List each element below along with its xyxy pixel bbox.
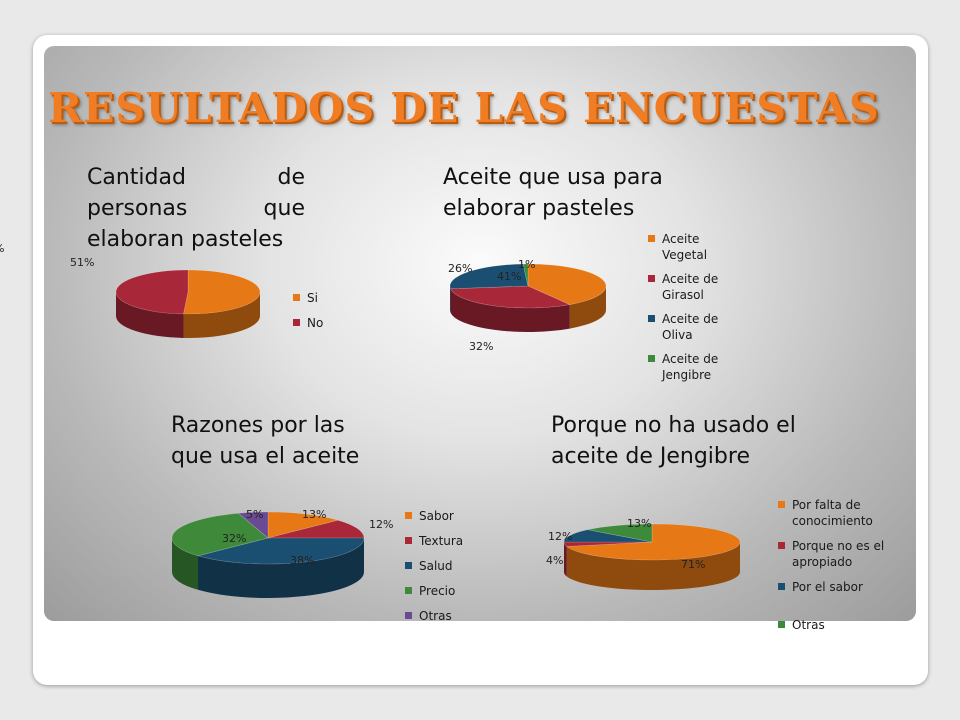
- legend-swatch: [648, 355, 655, 362]
- chart-1-title: Cantidad de personas que elaboran pastel…: [87, 165, 305, 252]
- legend-label: Precio: [419, 584, 456, 598]
- slide-title: RESULTADOS DE LAS ENCUESTAS: [48, 84, 880, 132]
- pie-data-label: 1%: [518, 258, 535, 271]
- legend-swatch: [405, 562, 412, 569]
- pie-data-label: 12%: [548, 530, 572, 543]
- pie-data-label: 41%: [497, 270, 521, 283]
- legend-swatch: [405, 587, 412, 594]
- chart-4-pie: 71% 4% 12% 13%: [546, 517, 741, 590]
- pie-data-label: 32%: [469, 340, 493, 353]
- legend-item: Aceite Vegetal: [648, 231, 748, 263]
- pie-slice-side: [569, 286, 606, 329]
- pie-data-label: 5%: [246, 508, 263, 521]
- pie-data-label: 49%: [0, 242, 4, 255]
- pie-slice: [115, 269, 189, 315]
- pie-slice: [527, 263, 607, 305]
- legend-item: Otras: [405, 608, 463, 624]
- pie-slice: [450, 285, 571, 309]
- pie-data-label: 38%: [290, 554, 314, 567]
- legend-swatch: [778, 583, 785, 590]
- pie-slice-side: [450, 288, 570, 332]
- pie-data-label: 32%: [222, 532, 246, 545]
- chart-2-pie: 41% 32% 26% 1%: [448, 258, 607, 353]
- pie-data-label: 13%: [627, 517, 651, 530]
- legend-swatch: [648, 235, 655, 242]
- pie-slice: [171, 512, 269, 557]
- pie-slice: [196, 537, 365, 565]
- legend-label: Porque no es el apropiado: [792, 539, 885, 569]
- legend-item: Aceite de Jengibre: [648, 351, 748, 383]
- legend-label: Por falta de conocimiento: [792, 498, 873, 528]
- pie-slice: [183, 269, 261, 315]
- legend-item: Textura: [405, 533, 463, 549]
- legend-item: Precio: [405, 583, 463, 599]
- pie-slice: [565, 523, 741, 561]
- legend-item: Porque no es el apropiado: [778, 538, 908, 570]
- chart-3-pie: 13% 12% 38% 32%5%: [171, 508, 393, 598]
- legend-swatch: [778, 501, 785, 508]
- pie-slice: [449, 263, 529, 290]
- pie-data-label: 4%: [546, 554, 563, 567]
- legend-item: Por el sabor: [778, 579, 908, 595]
- legend-label: Si: [307, 291, 318, 305]
- legend-label: Aceite de Jengibre: [662, 352, 719, 382]
- pie-slice-side: [566, 542, 740, 590]
- chart-4-legend: Por falta de conocimiento Porque no es el…: [778, 497, 908, 642]
- pie-slice: [587, 523, 653, 543]
- legend-item: No: [293, 315, 323, 331]
- legend-swatch: [293, 319, 300, 326]
- pie-slice: [267, 519, 365, 539]
- pie-data-label: 13%: [302, 508, 326, 521]
- legend-item: Otras: [778, 617, 908, 633]
- pie-slice: [522, 263, 529, 287]
- pie-slice-side: [450, 286, 451, 313]
- legend-label: Salud: [419, 559, 453, 573]
- legend-label: Sabor: [419, 509, 454, 523]
- pie-slice: [237, 511, 269, 539]
- legend-label: Aceite Vegetal: [662, 232, 708, 262]
- legend-label: Aceite de Oliva: [662, 312, 719, 342]
- chart-2-title: Aceite que usa para elaborar pasteles: [443, 165, 663, 221]
- legend-label: Aceite de Girasol: [662, 272, 719, 302]
- pie-data-label: 51%: [70, 256, 94, 269]
- legend-item: Aceite de Girasol: [648, 271, 748, 303]
- pie-slice-side: [198, 538, 364, 598]
- chart-1-pie: 51% 49%: [0, 242, 261, 338]
- legend-swatch: [778, 621, 785, 628]
- pie-slice: [563, 529, 653, 543]
- legend-swatch: [293, 294, 300, 301]
- pie-data-label: 26%: [448, 262, 472, 275]
- legend-swatch: [778, 542, 785, 549]
- pie-slice-side: [183, 292, 260, 338]
- chart-4-title: Porque no ha usado el aceite de Jengibre: [551, 413, 796, 469]
- pie-slice: [563, 541, 653, 547]
- pie-data-label: 71%: [681, 558, 705, 571]
- legend-swatch: [405, 537, 412, 544]
- legend-swatch: [648, 275, 655, 282]
- pie-slice-side: [564, 542, 567, 577]
- pie-slice-side: [116, 292, 184, 338]
- pie-slice: [267, 511, 340, 539]
- legend-item: Por falta de conocimiento: [778, 497, 908, 529]
- legend-swatch: [405, 612, 412, 619]
- legend-label: No: [307, 316, 324, 330]
- legend-label: Textura: [419, 534, 464, 548]
- pie-data-label: 12%: [369, 518, 393, 531]
- chart-3-legend: Sabor Textura Salud Precio Otras: [405, 508, 463, 633]
- legend-swatch: [405, 512, 412, 519]
- legend-item: Salud: [405, 558, 463, 574]
- legend-item: Aceite de Oliva: [648, 311, 748, 343]
- chart-2-legend: Aceite Vegetal Aceite de Girasol Aceite de…: [648, 231, 748, 391]
- legend-item: Sabor: [405, 508, 463, 524]
- chart-3-title: Razones por las que usa el aceite: [171, 413, 360, 469]
- legend-label: Otras: [419, 609, 452, 623]
- legend-item: Si: [293, 290, 323, 306]
- chart-1-legend: Si No: [293, 290, 323, 340]
- legend-swatch: [648, 315, 655, 322]
- pie-slice-side: [172, 538, 199, 590]
- legend-label: Otras: [792, 618, 825, 632]
- legend-label: Por el sabor: [792, 580, 863, 594]
